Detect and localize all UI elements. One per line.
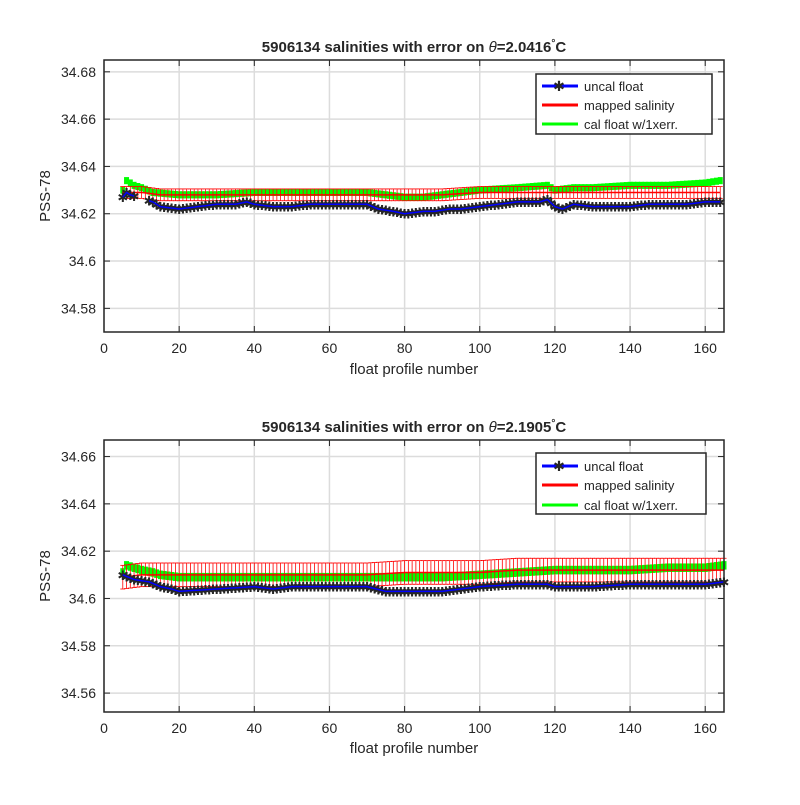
bottom-x-tick-label: 40 [247, 720, 263, 736]
top-y-tick-label: 34.68 [61, 64, 96, 80]
top-title-degree: ° [551, 38, 555, 49]
bottom-legend: ✱ uncal float mapped salinity cal float … [535, 452, 707, 515]
top-legend: ✱ uncal float mapped salinity cal float … [535, 73, 713, 135]
top-y-tick-label: 34.6 [69, 253, 96, 269]
bottom-y-tick-labels: 34.56 34.58 34.6 34.62 34.64 34.66 [61, 449, 96, 702]
bottom-x-tick-labels: 0 20 40 60 80 100 120 140 160 [100, 720, 717, 736]
bottom-title-unit: C [555, 419, 566, 436]
top-x-tick-label: 0 [100, 340, 108, 356]
bottom-title-prefix: 5906134 salinities with error on [262, 419, 489, 436]
top-x-tick-labels: 0 20 40 60 80 100 120 140 160 [100, 340, 717, 356]
top-chart-panel: ✱✱✱✱ ✱✱✱✱✱✱✱✱✱✱✱✱✱✱✱✱✱✱✱✱✱✱✱✱✱✱✱✱✱✱✱✱✱✱✱✱… [37, 38, 726, 378]
bottom-y-tick-label: 34.66 [61, 449, 96, 465]
bottom-mapped-salinity-line [122, 569, 724, 578]
top-x-tick-label: 120 [543, 340, 567, 356]
top-x-tick-label: 140 [618, 340, 642, 356]
bottom-y-tick-label: 34.6 [69, 590, 96, 606]
top-legend-uncal-marker: ✱ [553, 78, 565, 94]
top-x-tick-label: 60 [322, 340, 338, 356]
bottom-y-axis-label: PSS-78 [37, 550, 54, 602]
top-y-tick-label: 34.58 [61, 300, 96, 316]
top-legend-uncal-label: uncal float [584, 79, 644, 94]
top-legend-mapped-label: mapped salinity [584, 98, 675, 113]
bottom-y-tick-label: 34.62 [61, 543, 96, 559]
top-x-tick-label: 40 [247, 340, 263, 356]
top-mapped-salinity-layer [120, 186, 723, 202]
bottom-ticks [103, 440, 724, 712]
top-uncal-float-marker: ✱ [129, 189, 140, 204]
top-mapped-salinity-line [122, 191, 721, 196]
bottom-x-tick-label: 60 [322, 720, 338, 736]
top-legend-cal-label: cal float w/1xerr. [584, 117, 678, 132]
bottom-title-value: =2.1905 [497, 419, 552, 436]
top-ticks [103, 60, 724, 332]
bottom-title-theta: θ [489, 419, 497, 436]
top-x-tick-label: 80 [397, 340, 413, 356]
bottom-x-tick-label: 160 [694, 720, 718, 736]
bottom-x-tick-label: 100 [468, 720, 492, 736]
bottom-x-tick-label: 20 [171, 720, 187, 736]
bottom-y-tick-label: 34.58 [61, 638, 96, 654]
top-uncal-float-line [122, 191, 721, 215]
bottom-legend-cal-label: cal float w/1xerr. [584, 498, 678, 513]
bottom-legend-uncal-marker: ✱ [553, 458, 565, 474]
bottom-legend-uncal-label: uncal float [584, 459, 644, 474]
bottom-x-tick-label: 140 [618, 720, 642, 736]
bottom-x-tick-label: 80 [397, 720, 413, 736]
top-y-tick-labels: 34.58 34.6 34.62 34.64 34.66 34.68 [61, 64, 96, 317]
top-x-axis-label: float profile number [350, 361, 478, 378]
top-uncal-float-layer: ✱✱✱✱ ✱✱✱✱✱✱✱✱✱✱✱✱✱✱✱✱✱✱✱✱✱✱✱✱✱✱✱✱✱✱✱✱✱✱✱✱… [117, 185, 725, 221]
top-uncal-float-marker: ✱ [715, 195, 726, 210]
top-x-tick-label: 160 [694, 340, 718, 356]
top-y-tick-label: 34.62 [61, 206, 96, 222]
bottom-axes-box [103, 439, 725, 713]
top-title-theta: θ [489, 39, 497, 56]
bottom-uncal-float-layer: ✱✱✱✱✱✱✱✱✱✱✱✱✱✱✱✱✱✱✱✱✱✱✱✱✱✱✱✱✱✱✱✱✱✱✱✱✱✱✱✱… [117, 568, 729, 600]
top-chart-title: 5906134 salinities with error on θ=2.041… [262, 38, 567, 56]
top-y-tick-label: 34.64 [61, 158, 96, 174]
top-uncal-float-marker: ✱ [117, 190, 128, 205]
top-title-unit: C [555, 39, 566, 56]
top-y-axis-label: PSS-78 [37, 170, 54, 222]
bottom-chart-panel: ✱✱✱✱✱✱✱✱✱✱✱✱✱✱✱✱✱✱✱✱✱✱✱✱✱✱✱✱✱✱✱✱✱✱✱✱✱✱✱✱… [37, 418, 730, 757]
top-y-tick-label: 34.66 [61, 111, 96, 127]
bottom-y-tick-label: 34.56 [61, 685, 96, 701]
bottom-chart-title: 5906134 salinities with error on θ=2.190… [262, 418, 567, 436]
bottom-legend-mapped-label: mapped salinity [584, 478, 675, 493]
bottom-x-tick-label: 120 [543, 720, 567, 736]
top-axes-box [103, 59, 725, 333]
bottom-title-degree: ° [551, 418, 555, 429]
bottom-x-tick-label: 0 [100, 720, 108, 736]
bottom-y-tick-label: 34.64 [61, 496, 96, 512]
top-x-tick-label: 20 [171, 340, 187, 356]
bottom-x-axis-label: float profile number [350, 740, 478, 757]
top-title-prefix: 5906134 salinities with error on [262, 39, 489, 56]
top-title-value: =2.0416 [497, 39, 552, 56]
bottom-uncal-float-line [122, 574, 725, 593]
top-x-tick-label: 100 [468, 340, 492, 356]
